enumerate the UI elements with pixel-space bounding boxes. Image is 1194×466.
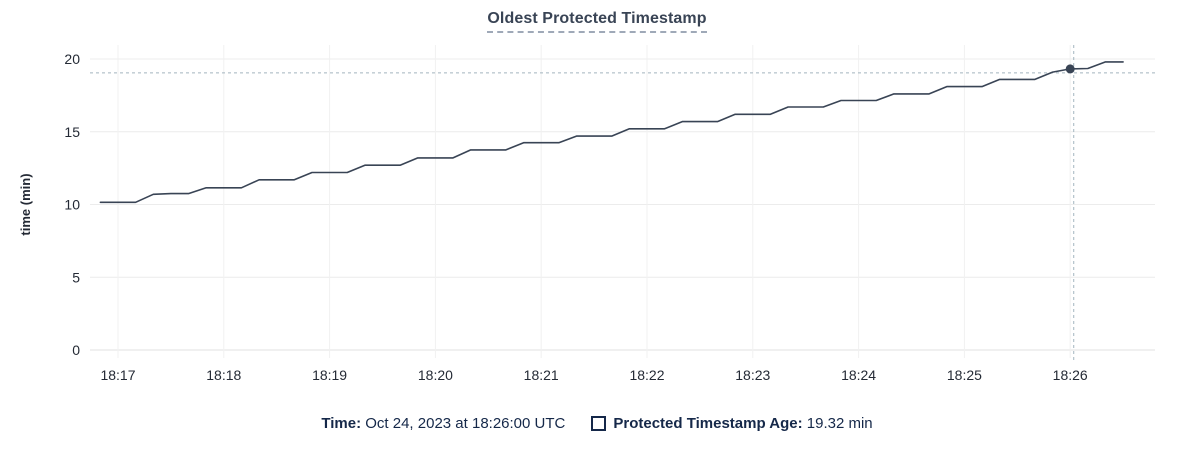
chart-legend: Time: Oct 24, 2023 at 18:26:00 UTC Prote… (0, 415, 1194, 432)
legend-series-label: Protected Timestamp Age: (613, 415, 803, 432)
line-chart-plot-area[interactable]: 0 5 10 15 20 18:17 18:18 18:19 18:20 18:21 18:22 18… (0, 0, 1194, 400)
y-axis-tick-label: 10 (64, 197, 80, 213)
y-axis-tick-label: 0 (72, 342, 80, 358)
y-axis-title: time (min) (18, 173, 33, 235)
x-axis-tick-label: 18:25 (947, 367, 982, 383)
x-axis-tick-label: 18:23 (735, 367, 770, 383)
chart-title[interactable]: Oldest Protected Timestamp (487, 10, 707, 33)
legend-series-toggle[interactable]: Protected Timestamp Age: 19.32 min (591, 415, 873, 432)
legend-time-value: Oct 24, 2023 at 18:26:00 UTC (361, 415, 566, 432)
y-axis-tick-label: 5 (72, 269, 80, 285)
hover-point-dot (1065, 64, 1075, 74)
x-axis-tick-label: 18:24 (841, 367, 876, 383)
y-axis-tick-label: 15 (64, 124, 80, 140)
x-axis-tick-label: 18:18 (206, 367, 241, 383)
x-axis-tick-label: 18:20 (418, 367, 453, 383)
legend-time-label: Time: (321, 415, 362, 432)
x-axis-tick-label: 18:26 (1053, 367, 1088, 383)
legend-time: Time: Oct 24, 2023 at 18:26:00 UTC (321, 415, 565, 432)
y-axis-tick-label: 20 (64, 51, 80, 67)
series-line (99, 61, 1124, 204)
legend-series-value: 19.32 min (802, 415, 873, 432)
x-axis-tick-label: 18:17 (100, 367, 135, 383)
chart-title-wrap: Oldest Protected Timestamp (0, 10, 1194, 33)
series-checkbox-icon[interactable] (591, 416, 607, 431)
x-axis-tick-label: 18:21 (524, 367, 559, 383)
x-axis-tick-label: 18:19 (312, 367, 347, 383)
x-axis-tick-label: 18:22 (629, 367, 664, 383)
